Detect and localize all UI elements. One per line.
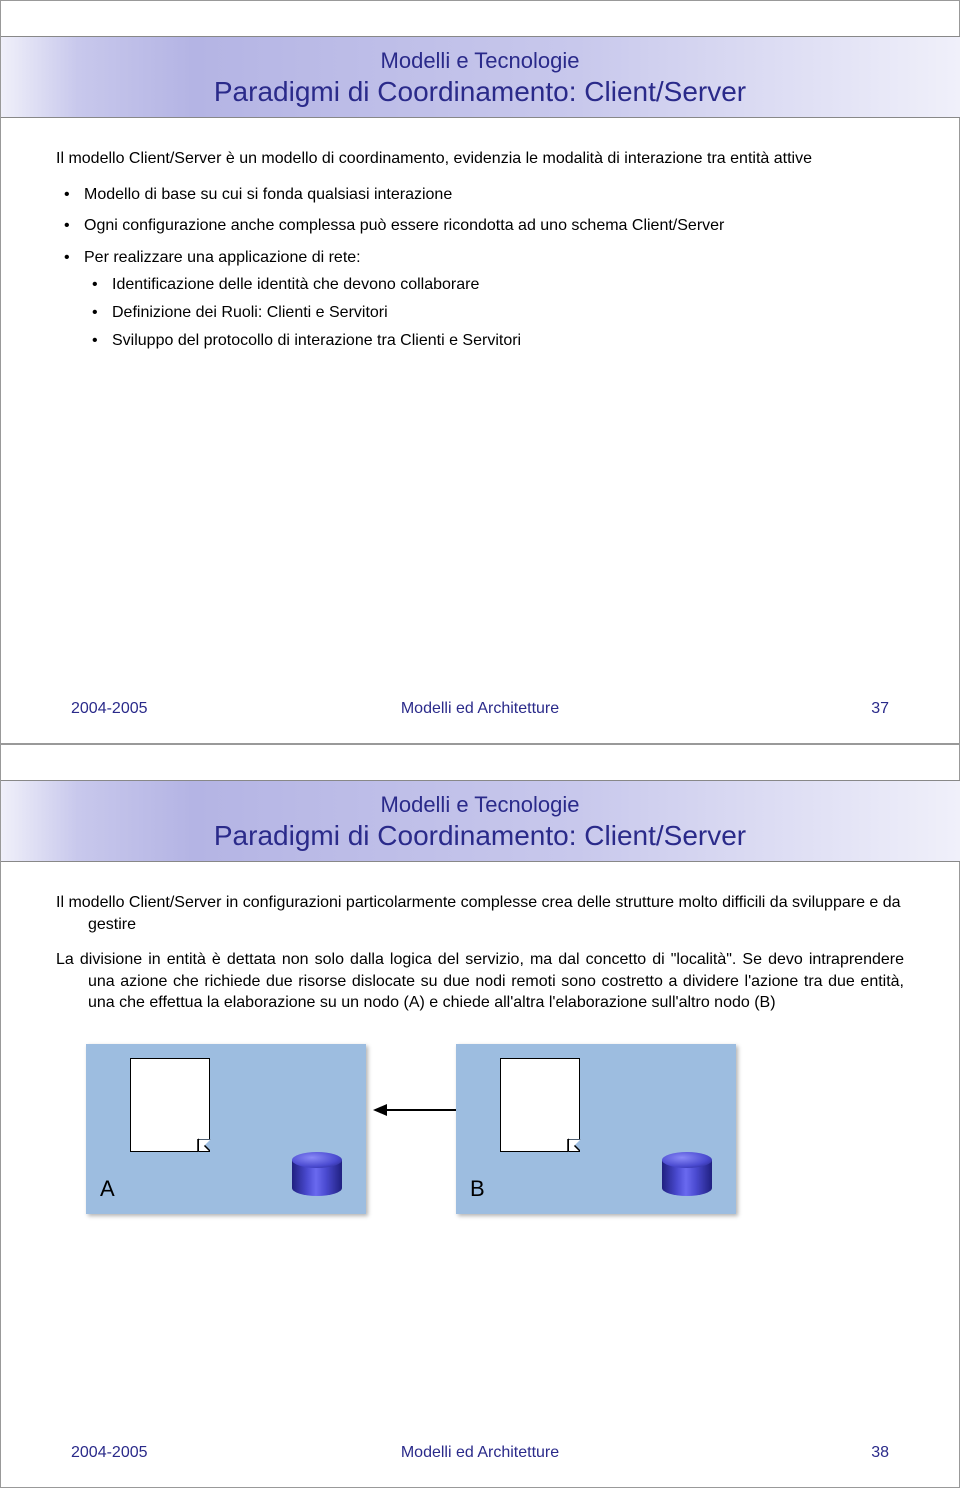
footer-title: Modelli ed Architetture [401, 1444, 559, 1462]
title-main: Paradigmi di Coordinamento: Client/Serve… [56, 76, 904, 108]
bullet-list-level1: Modello di base su cui si fonda qualsias… [56, 184, 904, 352]
slide-content: Il modello Client/Server è un modello di… [56, 148, 904, 351]
database-icon [292, 1152, 342, 1196]
paragraph-2: La divisione in entità è dettata non sol… [56, 949, 904, 1014]
database-icon [662, 1152, 712, 1196]
footer-title: Modelli ed Architetture [401, 700, 559, 718]
list-item: Identificazione delle identità che devon… [84, 274, 904, 296]
node-b-label: B [470, 1174, 485, 1204]
list-item-text: Ogni configurazione anche complessa può … [84, 217, 724, 234]
node-b: B [456, 1044, 736, 1214]
footer-year: 2004-2005 [71, 700, 148, 718]
list-item: Sviluppo del protocollo di interazione t… [84, 330, 904, 352]
list-item-text: Identificazione delle identità che devon… [112, 276, 479, 293]
list-item-text: Modello di base su cui si fonda qualsias… [84, 186, 452, 203]
footer-year: 2004-2005 [71, 1444, 148, 1462]
diagram-container: A [86, 1044, 904, 1214]
title-main: Paradigmi di Coordinamento: Client/Serve… [56, 820, 904, 852]
list-item: Modello di base su cui si fonda qualsias… [56, 184, 904, 206]
document-fold-icon [500, 1057, 580, 1151]
document-icon [500, 1058, 580, 1152]
document-fold-icon [130, 1057, 210, 1151]
footer-page-number: 37 [871, 700, 889, 718]
title-block: Modelli e Tecnologie Paradigmi di Coordi… [56, 780, 904, 862]
node-a-label: A [100, 1174, 115, 1204]
slide-footer: 2004-2005 Modelli ed Architetture 38 [1, 1444, 959, 1462]
list-item: Ogni configurazione anche complessa può … [56, 215, 904, 237]
list-item-text: Sviluppo del protocollo di interazione t… [112, 332, 521, 349]
title-subtitle: Modelli e Tecnologie [56, 48, 904, 74]
slide-content: Il modello Client/Server in configurazio… [56, 892, 904, 1214]
slide-38: Modelli e Tecnologie Paradigmi di Coordi… [0, 744, 960, 1488]
list-item-text: Definizione dei Ruoli: Clienti e Servito… [112, 304, 388, 321]
slide-37: Modelli e Tecnologie Paradigmi di Coordi… [0, 0, 960, 744]
list-item-text: Per realizzare una applicazione di rete: [84, 249, 361, 266]
paragraph-1: Il modello Client/Server in configurazio… [56, 892, 904, 935]
intro-paragraph: Il modello Client/Server è un modello di… [56, 148, 904, 170]
title-subtitle: Modelli e Tecnologie [56, 792, 904, 818]
slide-footer: 2004-2005 Modelli ed Architetture 37 [1, 700, 959, 718]
footer-page-number: 38 [871, 1444, 889, 1462]
bullet-list-level2: Identificazione delle identità che devon… [84, 274, 904, 351]
node-a: A [86, 1044, 366, 1214]
title-block: Modelli e Tecnologie Paradigmi di Coordi… [56, 36, 904, 118]
list-item: Per realizzare una applicazione di rete:… [56, 247, 904, 351]
list-item: Definizione dei Ruoli: Clienti e Servito… [84, 302, 904, 324]
document-icon [130, 1058, 210, 1152]
